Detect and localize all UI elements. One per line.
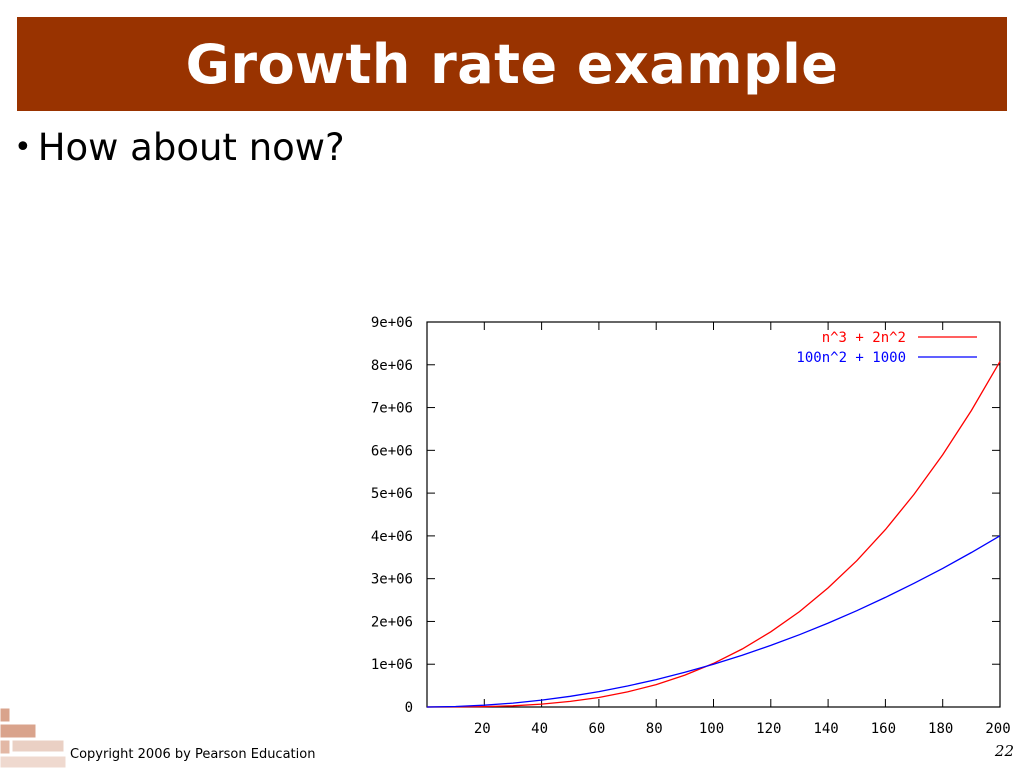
x-tick-label: 60 — [588, 721, 605, 737]
x-tick-label: 180 — [928, 721, 953, 737]
footer-copyright: Copyright 2006 by Pearson Education — [70, 747, 316, 762]
y-tick-label: 7e+06 — [371, 401, 413, 417]
x-tick-label: 120 — [756, 721, 781, 737]
y-tick-label: 6e+06 — [371, 443, 413, 459]
x-tick-label: 200 — [985, 721, 1010, 737]
y-tick-label: 1e+06 — [371, 657, 413, 673]
x-tick-label: 100 — [699, 721, 724, 737]
x-tick-label: 40 — [531, 721, 548, 737]
bullet-text: How about now? — [37, 126, 345, 169]
y-tick-label: 2e+06 — [371, 614, 413, 630]
series-line-1 — [426, 361, 1001, 708]
series-line-2 — [426, 535, 1001, 708]
y-tick-label: 5e+06 — [371, 486, 413, 502]
y-tick-label: 9e+06 — [371, 315, 413, 331]
x-tick-label: 160 — [871, 721, 896, 737]
bullet-item: • How about now? — [14, 126, 345, 169]
plot-frame — [426, 321, 1001, 708]
slide-title: Growth rate example — [185, 32, 839, 96]
y-tick-label: 0 — [405, 700, 413, 716]
legend-label-1: n^3 + 2n^2 — [822, 330, 906, 346]
x-tick-label: 80 — [646, 721, 663, 737]
y-tick-label: 4e+06 — [371, 529, 413, 545]
y-tick-label: 3e+06 — [371, 572, 413, 588]
bullet-dot-icon: • — [14, 130, 32, 165]
x-tick-label: 140 — [813, 721, 838, 737]
title-bar: Growth rate example — [17, 17, 1007, 111]
page-number: 22 — [994, 742, 1014, 760]
brick-decoration — [0, 707, 67, 768]
legend-label-2: 100n^2 + 1000 — [796, 350, 906, 366]
y-tick-label: 8e+06 — [371, 358, 413, 374]
x-tick-label: 20 — [474, 721, 491, 737]
